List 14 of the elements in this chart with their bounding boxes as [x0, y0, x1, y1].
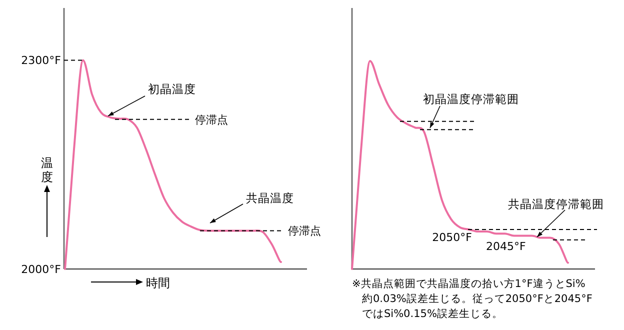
ref-line-label: 停滞点 — [288, 224, 321, 238]
annotation: 初晶温度停滞範囲 — [423, 92, 519, 106]
ref-line-label: 2050°F — [432, 231, 472, 244]
x-axis-title: 時間 — [146, 276, 170, 290]
line-series — [64, 59, 282, 270]
annotation: 共晶温度 — [246, 191, 294, 205]
ref-line-label: 2045°F — [486, 240, 526, 253]
text: ※共晶点範囲で共晶温度の拾い方1°F違うとSi% 約0.03%誤差生じる。従って2050°Fと2045°F ではSi%0.15%誤差生じる。 — [352, 277, 592, 320]
y-axis-title: 温度 — [41, 156, 53, 184]
ref-line-label: 停滞点 — [195, 113, 228, 126]
y-tick-label: 2300°F — [21, 54, 61, 68]
annotation: 共晶温度停滞範囲 — [508, 197, 604, 211]
y-tick-label: 2000°F — [21, 263, 61, 276]
annotation: 初晶温度 — [148, 82, 196, 96]
